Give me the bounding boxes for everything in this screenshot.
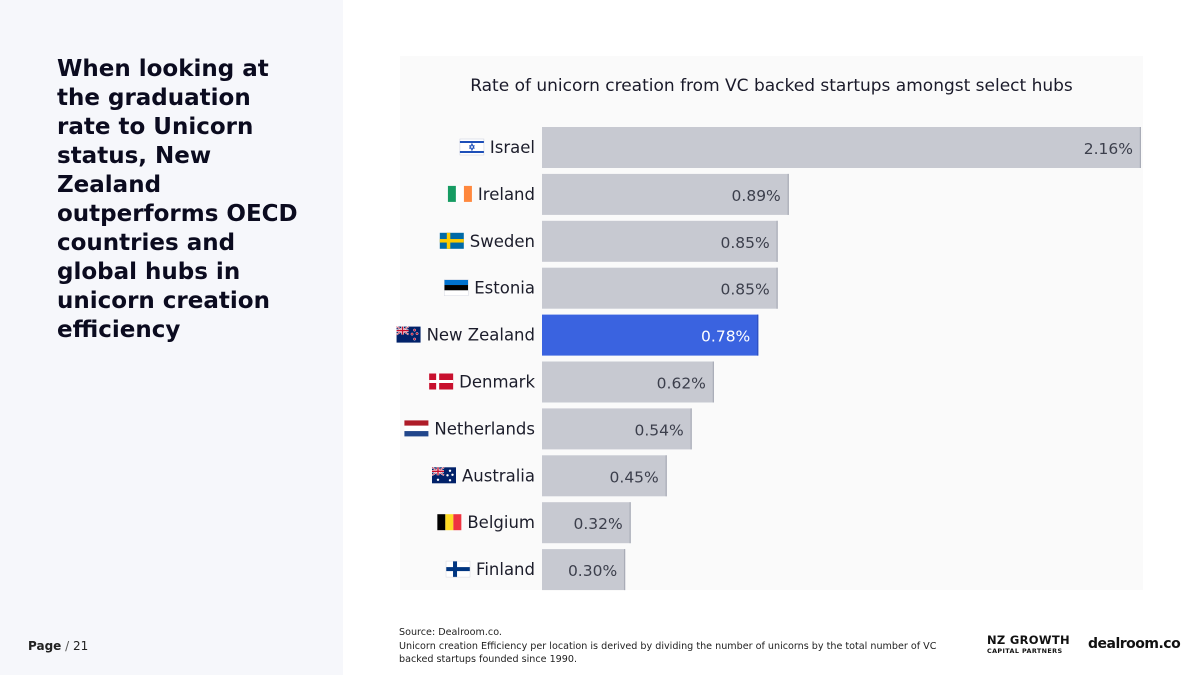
page-number: 21 [73, 639, 89, 653]
belgium-flag-icon [437, 514, 462, 531]
bar-israel [542, 127, 1141, 168]
category-label: Belgium [467, 513, 535, 532]
category-label: Denmark [459, 373, 535, 392]
bar-australia [542, 455, 667, 497]
denmark-flag-icon [429, 373, 454, 390]
value-label: 0.78% [701, 328, 750, 346]
bar-estonia [542, 267, 778, 309]
netherlands-flag-icon [404, 420, 429, 437]
category-label: Ireland [478, 185, 535, 204]
bar-new-zealand [542, 314, 759, 356]
bar-edge [712, 361, 714, 403]
chart-title: Rate of unicorn creation from VC backed … [470, 76, 1073, 96]
page-label: Page [28, 639, 62, 653]
bar-sweden [542, 220, 778, 262]
estonia-flag-icon [444, 279, 469, 296]
value-label: 0.54% [635, 421, 684, 439]
nz-logo-line1: NZ GROWTH [987, 633, 1070, 647]
headline: When looking at the graduation rate to U… [57, 56, 298, 343]
category-label: Sweden [470, 232, 535, 251]
finland-flag-icon [445, 560, 471, 578]
sweden-flag-icon [439, 232, 464, 249]
bar-edge [665, 455, 667, 497]
bar-edge [623, 549, 626, 591]
bar-edge [776, 267, 778, 309]
category-label: Finland [476, 560, 535, 579]
value-label: 0.85% [720, 234, 769, 252]
category-label: New Zealand [427, 326, 535, 345]
value-label: 0.32% [573, 515, 622, 533]
page-separator: / [65, 639, 70, 653]
bar-edge [757, 314, 759, 356]
value-label: 0.62% [657, 375, 706, 393]
bar-edge [787, 173, 789, 215]
bar-finland [542, 549, 626, 591]
bar-edge [629, 502, 631, 544]
bar-netherlands [542, 408, 692, 450]
category-label: Estonia [474, 279, 535, 298]
dealroom-logo: dealroom.co [1088, 636, 1181, 652]
page-indicator: Page / 21 [28, 639, 88, 653]
bar-denmark [542, 361, 714, 403]
new-zealand-flag-icon [396, 325, 421, 343]
ireland-flag-icon [447, 185, 472, 202]
footnote: Source: Dealroom.co. Unicorn creation Ef… [399, 626, 939, 667]
category-label: Australia [462, 466, 535, 485]
category-label: Netherlands [434, 419, 535, 438]
value-label: 0.30% [568, 562, 617, 580]
nz-logo-line2: CAPITAL PARTNERS [987, 647, 1063, 655]
bar-belgium [542, 502, 631, 544]
value-label: 2.16% [1084, 140, 1133, 158]
left-panel [0, 0, 343, 675]
bar-edge [690, 408, 692, 450]
category-label: Israel [490, 138, 535, 157]
nz-growth-logo: NZ GROWTH CAPITAL PARTNERS [987, 633, 1070, 656]
israel-flag-icon [459, 138, 485, 156]
value-label: 0.85% [720, 281, 769, 299]
bar-ireland [542, 173, 789, 215]
source-note: Source: Dealroom.co. [399, 627, 502, 638]
bar-edge [1139, 127, 1141, 168]
methodology-note: Unicorn creation Efficiency per location… [399, 640, 937, 666]
value-label: 0.45% [610, 468, 659, 486]
value-label: 0.89% [732, 187, 781, 205]
bar-edge [776, 220, 778, 262]
australia-flag-icon [431, 466, 456, 484]
